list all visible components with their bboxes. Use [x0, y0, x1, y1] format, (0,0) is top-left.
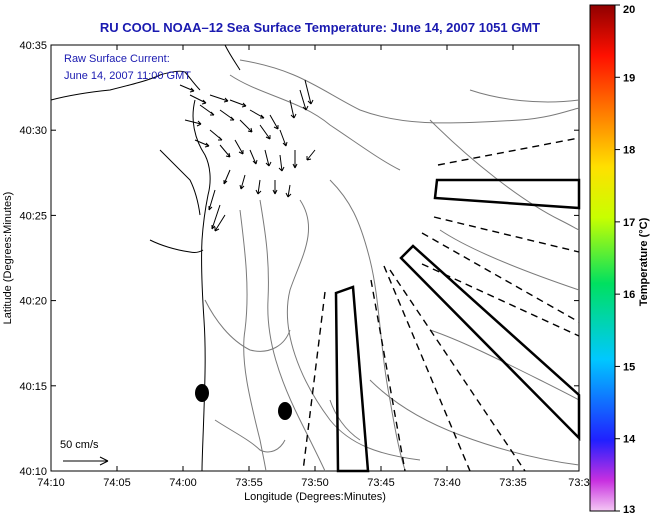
x-axis-label: Longitude (Degrees:Minutes) [244, 491, 386, 503]
colorbar-tick-label: 17 [623, 217, 635, 229]
x-tick-label: 73:40 [433, 477, 461, 489]
map-title: RU COOL NOAA–12 Sea Surface Temperature:… [99, 20, 541, 35]
colorbar-tick-label: 13 [623, 504, 635, 516]
x-tick-label: 73:3 [568, 477, 589, 489]
x-tick-label: 73:50 [301, 477, 329, 489]
x-tick-label: 74:10 [37, 477, 65, 489]
colorbar-label: Temperature (°C) [638, 217, 650, 306]
current-note-line2: June 14, 2007 11:00 GMT [64, 70, 191, 82]
x-tick-label: 73:55 [235, 477, 263, 489]
marker-blob [195, 384, 209, 402]
coastline [50, 44, 241, 472]
colorbar-tick-label: 20 [623, 4, 635, 16]
y-tick-label: 40:30 [19, 125, 47, 137]
y-tick-label: 40:35 [19, 40, 47, 52]
y-tick-label: 40:15 [19, 381, 47, 393]
colorbar-tick-label: 18 [623, 145, 635, 157]
x-axis: 74:10 74:05 74:00 73:55 73:50 73:45 73:40 73:35… [37, 45, 590, 489]
y-tick-label: 40:20 [19, 296, 47, 308]
x-tick-label: 73:35 [499, 477, 527, 489]
colorbar-tick-label: 15 [623, 361, 635, 373]
x-tick-label: 73:45 [367, 477, 395, 489]
scale-arrow [63, 456, 109, 466]
colorbar-tick-label: 14 [623, 434, 636, 446]
scale-label: 50 cm/s [60, 439, 99, 451]
y-axis-label: Latitude (Degrees:Minutes) [2, 192, 14, 325]
survey-boxes [334, 178, 581, 473]
current-note-line1: Raw Surface Current: [64, 53, 170, 65]
y-axis: 40:35 40:30 40:25 40:20 40:15 40:10 [19, 40, 579, 478]
surface-current-vectors [179, 79, 316, 232]
dashed-lines [302, 137, 580, 472]
marker-blob [278, 402, 292, 420]
x-tick-label: 74:05 [103, 477, 131, 489]
colorbar [589, 4, 616, 512]
y-tick-label: 40:25 [19, 210, 47, 222]
y-tick-label: 40:10 [19, 466, 47, 478]
colorbar-tick-label: 19 [623, 72, 635, 84]
x-tick-label: 74:00 [169, 477, 197, 489]
colorbar-tick-label: 16 [623, 289, 635, 301]
colorbar-ticks: 20 19 18 17 16 15 14 13 [615, 4, 636, 516]
map-frame [50, 44, 580, 472]
